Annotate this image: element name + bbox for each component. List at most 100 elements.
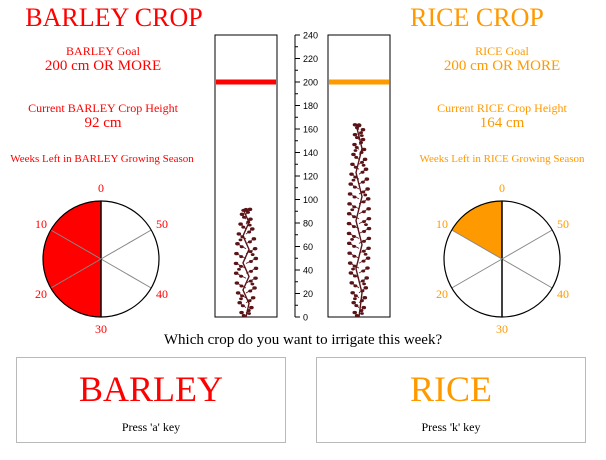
barley-plant-leaf xyxy=(239,245,244,249)
scale-tick-label-180: 180 xyxy=(303,101,318,111)
rice-plant-leaf xyxy=(353,284,358,288)
rice-wheel-g-rim xyxy=(443,200,561,318)
rice-plant-leaf xyxy=(365,256,371,260)
rice-plant-leaf xyxy=(363,286,369,290)
barley-plant-leaf xyxy=(234,281,240,285)
rice-plant-leaf xyxy=(350,291,355,295)
barley-wheel-g-spoke xyxy=(50,229,102,260)
barley-plant-leaf xyxy=(252,286,257,290)
rice-plant-leaf xyxy=(348,271,354,275)
barley-plant-leaf xyxy=(235,242,240,246)
rice-wheel-g-spoke xyxy=(451,258,503,289)
scale-tick-label-100: 100 xyxy=(303,195,318,205)
barley-choice-button[interactable]: BARLEY Press 'a' key xyxy=(16,357,286,443)
rice-plant-leaf xyxy=(362,157,368,162)
rice-goal-line xyxy=(329,79,389,85)
rice-plant-leaf xyxy=(366,207,371,211)
scale-tick-label-120: 120 xyxy=(303,172,318,182)
rice-plant-leaf xyxy=(365,266,370,270)
rice-title: RICE CROP xyxy=(410,3,544,32)
rice-plant-leaf xyxy=(361,269,366,273)
barley-goal-label: BARLEY Goal xyxy=(66,44,140,58)
rice-plant-leaf xyxy=(349,281,355,285)
barley-wheel-label-20: 20 xyxy=(35,287,47,301)
rice-plant-leaf xyxy=(346,241,352,246)
scale-tick-label-160: 160 xyxy=(303,125,318,135)
barley-plant-leaf xyxy=(248,269,253,273)
barley-plant-leaf xyxy=(242,215,246,219)
barley-plant-leaf xyxy=(247,312,252,315)
rice-plant-leaf xyxy=(359,141,363,145)
rice-plant-leaf xyxy=(359,134,364,138)
rice-plant-leaf xyxy=(359,131,363,135)
rice-plant-leaf xyxy=(361,259,366,263)
rice-choice-button[interactable]: RICE Press 'k' key xyxy=(316,357,586,443)
scale-tick-label-140: 140 xyxy=(303,148,318,158)
barley-plant-tip xyxy=(243,207,249,212)
rice-plant-leaf xyxy=(360,160,365,164)
rice-plant-leaf xyxy=(354,304,359,308)
barley-plant-leaf xyxy=(253,276,258,280)
barley-choice-label: BARLEY xyxy=(79,369,223,409)
scale-tick-label-40: 40 xyxy=(303,266,313,276)
barley-plant-leaf xyxy=(246,309,251,313)
barley-plant xyxy=(233,207,259,318)
barley-wheel-g-spoke xyxy=(50,258,102,289)
rice-choice-label: RICE xyxy=(409,369,492,409)
barley-plant-leaf xyxy=(234,251,239,256)
barley-plant-leaf xyxy=(237,301,243,305)
barley-plant-leaf xyxy=(238,238,243,242)
barley-choice-key-hint: Press 'a' key xyxy=(121,420,181,434)
rice-plant-leaf xyxy=(352,195,357,199)
scale-tick-label-240: 240 xyxy=(303,31,318,41)
scale-tick-label-220: 220 xyxy=(303,54,318,64)
rice-plant-leaf xyxy=(363,193,368,197)
rice-plant-leaf xyxy=(346,231,352,236)
barley-plant-leaf xyxy=(251,237,257,241)
rice-plant-leaf xyxy=(352,123,358,127)
barley-plant-leaf xyxy=(248,217,253,221)
rice-wheel-label-10: 10 xyxy=(436,217,448,231)
rice-plant-leaf xyxy=(354,314,359,318)
rice-plant-leaf xyxy=(353,165,358,169)
barley-plant-leaf xyxy=(253,256,259,261)
barley-plant-leaf xyxy=(240,304,245,308)
barley-plant-leaf xyxy=(239,297,243,301)
rice-goal-label: RICE Goal xyxy=(475,44,529,58)
scale-tick-label-80: 80 xyxy=(303,219,313,229)
rice-plant-leaf xyxy=(352,132,358,137)
barley-plant-leaf xyxy=(239,274,244,278)
rice-plant-leaf xyxy=(352,185,357,189)
rice-plant-leaf xyxy=(365,197,371,201)
rice-plant-stem xyxy=(355,124,363,318)
rice-plant-leaf xyxy=(347,251,352,255)
rice-plant-leaf xyxy=(364,276,370,280)
rice-plant-leaf xyxy=(347,261,353,265)
barley-plant-leaf xyxy=(250,296,256,300)
rice-plant-leaf xyxy=(347,192,353,196)
rice-plant-leaf xyxy=(362,296,368,300)
rice-plant-leaf xyxy=(352,254,357,258)
barley-wheel-label-40: 40 xyxy=(156,287,168,301)
rice-plant-leaf xyxy=(355,136,359,140)
rice-plant-leaf xyxy=(359,309,364,313)
barley-plant-leaf xyxy=(247,230,252,234)
barley-plant-leaf xyxy=(253,266,259,271)
rice-plant-leaf xyxy=(366,236,372,241)
rice-plant-leaf xyxy=(361,200,366,204)
rice-plant-leaf xyxy=(351,152,356,157)
rice-plant-leaf xyxy=(361,210,366,214)
barley-plant-leaf xyxy=(238,222,243,226)
rice-plant-leaf xyxy=(351,267,355,271)
barley-wheel-label-30: 30 xyxy=(95,322,107,336)
barley-current-height-value: 92 cm xyxy=(84,115,122,131)
rice-plant-leaf xyxy=(359,299,364,303)
barley-plant-leaf xyxy=(237,267,241,271)
rice-plant-leaf xyxy=(349,172,354,176)
rice-plant-leaf xyxy=(354,146,359,150)
rice-plant-leaf xyxy=(360,312,364,315)
barley-wheel-g-rim xyxy=(42,200,160,318)
rice-plant-leaf xyxy=(351,300,356,305)
rice-plant-leaf xyxy=(360,170,365,174)
barley-wheel-label-0: 0 xyxy=(98,181,104,195)
